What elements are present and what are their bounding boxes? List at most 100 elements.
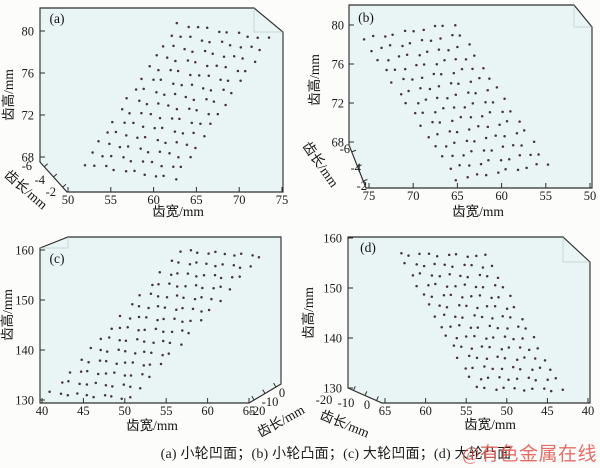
scatter-points [362, 23, 550, 182]
box-back-edge [40, 237, 69, 249]
data-point [418, 54, 421, 57]
data-point [212, 287, 215, 290]
data-point [59, 392, 63, 395]
data-point [156, 304, 160, 308]
data-point [96, 372, 100, 376]
x-tick-label: 70 [407, 189, 420, 203]
data-point [445, 306, 449, 309]
data-point [150, 351, 153, 354]
data-point [145, 102, 149, 106]
y-axis-label: 齿高/mm [300, 287, 316, 339]
data-point [238, 266, 242, 270]
y-axis-label: 齿高/mm [306, 54, 322, 106]
data-point [195, 261, 198, 264]
z-tick [251, 395, 255, 401]
data-point [464, 335, 468, 338]
data-point [507, 346, 511, 349]
data-point [66, 394, 70, 397]
data-point [186, 59, 190, 62]
data-point [160, 126, 164, 130]
x-tick-label: 70 [233, 193, 246, 207]
data-point [467, 375, 471, 379]
y-tick-label: 150 [323, 282, 342, 296]
data-point [85, 393, 89, 397]
data-point [134, 88, 138, 91]
data-point [151, 283, 154, 287]
data-point [428, 87, 432, 91]
data-point [118, 145, 122, 149]
data-point [485, 357, 489, 361]
data-point [187, 25, 190, 29]
z-tick-label: -2 [46, 185, 56, 199]
data-point [531, 368, 534, 372]
data-point [422, 28, 425, 32]
data-point [458, 34, 462, 37]
data-point [223, 252, 227, 256]
data-point [420, 76, 424, 80]
data-point [140, 77, 143, 81]
data-point [473, 140, 476, 143]
data-point [137, 304, 141, 308]
data-point [496, 276, 500, 280]
z-tick-label: -4 [351, 161, 362, 175]
plot-area [39, 7, 284, 193]
data-point [485, 337, 488, 340]
data-point [133, 169, 136, 173]
data-point [405, 53, 409, 57]
x-tick-label: 60 [147, 193, 160, 207]
data-point [444, 334, 447, 337]
data-point [400, 252, 403, 255]
data-point [205, 26, 209, 30]
data-point [142, 87, 145, 91]
data-point [436, 132, 439, 136]
data-point [427, 284, 430, 287]
data-point [191, 307, 195, 311]
data-point [157, 68, 160, 72]
data-point [529, 153, 532, 157]
data-point [91, 151, 94, 154]
data-point [443, 59, 446, 62]
data-point [112, 168, 115, 172]
data-point [61, 381, 64, 384]
data-point [440, 154, 444, 158]
data-point [161, 353, 164, 357]
data-point [114, 130, 118, 134]
data-point [442, 106, 445, 110]
z-tick-label: 0 [279, 386, 285, 400]
data-point [424, 98, 428, 101]
data-point [482, 149, 486, 152]
data-point [207, 74, 211, 78]
data-point [434, 111, 437, 114]
data-point [161, 45, 165, 48]
data-point [490, 264, 494, 268]
data-point [486, 376, 490, 380]
data-point [518, 346, 522, 349]
data-point [491, 367, 494, 371]
data-point [462, 154, 465, 157]
data-point [209, 89, 213, 92]
data-point [478, 273, 482, 277]
data-point [403, 261, 406, 265]
data-point [493, 284, 497, 287]
x-tick-label: 40 [36, 404, 49, 418]
data-point [191, 50, 194, 53]
data-point [249, 265, 252, 268]
data-point [103, 394, 107, 397]
z-tick-label: -20 [316, 393, 333, 407]
data-point [197, 74, 201, 77]
data-point [237, 31, 241, 34]
z-tick-label: -20 [249, 404, 266, 418]
data-point [500, 348, 504, 351]
data-point [411, 274, 415, 277]
x-tick-label: 55 [540, 189, 553, 203]
data-point [411, 78, 414, 81]
data-point [497, 171, 500, 174]
data-point [140, 111, 143, 115]
data-point [549, 368, 552, 371]
data-point [469, 115, 473, 119]
data-point [120, 397, 123, 401]
data-point [503, 356, 507, 360]
data-point [473, 334, 476, 338]
